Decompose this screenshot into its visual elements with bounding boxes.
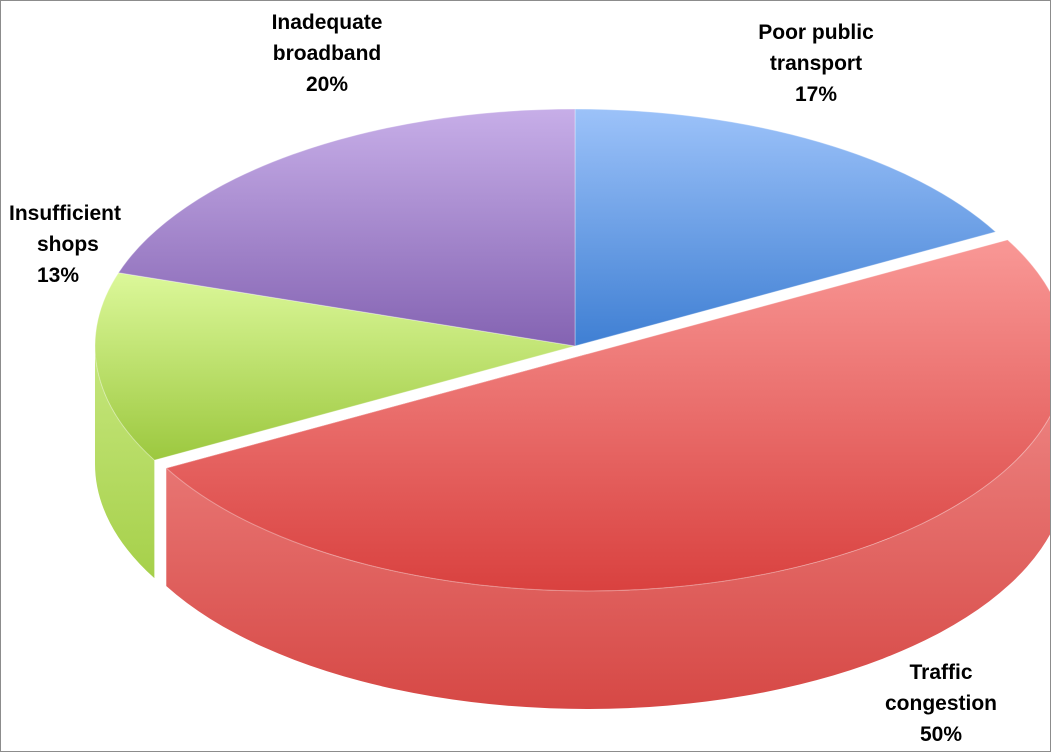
- data-label-insufficient-shops: Insufficient shops 13%: [1, 198, 171, 291]
- slice-insufficient-shops: [94, 272, 576, 461]
- label-line: congestion: [884, 692, 997, 715]
- data-label-poor-public-transport: Poor public transport 17%: [706, 17, 926, 110]
- label-percent: 13%: [37, 264, 80, 287]
- slice-poor-public-transport: [574, 108, 997, 347]
- slice-side-insufficient-shops: [95, 346, 155, 579]
- label-line: Insufficient: [9, 202, 122, 225]
- label-percent: 20%: [305, 73, 349, 96]
- label-line: transport: [769, 52, 863, 75]
- data-label-inadequate-broadband: Inadequate broadband 20%: [217, 7, 437, 100]
- label-line: Inadequate: [271, 11, 383, 34]
- slice-side-traffic-congestion: [166, 416, 1050, 709]
- slice-traffic-congestion: [165, 239, 1050, 592]
- label-line: Traffic: [909, 661, 973, 684]
- data-label-traffic-congestion: Traffic congestion 50%: [836, 657, 1046, 750]
- label-line: shops: [37, 233, 99, 256]
- label-percent: 50%: [919, 723, 963, 746]
- slice-inadequate-broadband: [117, 108, 576, 347]
- label-percent: 17%: [794, 83, 838, 106]
- label-line: broadband: [272, 42, 382, 65]
- pie-tops: [94, 108, 1050, 592]
- label-line: Poor public: [758, 21, 874, 44]
